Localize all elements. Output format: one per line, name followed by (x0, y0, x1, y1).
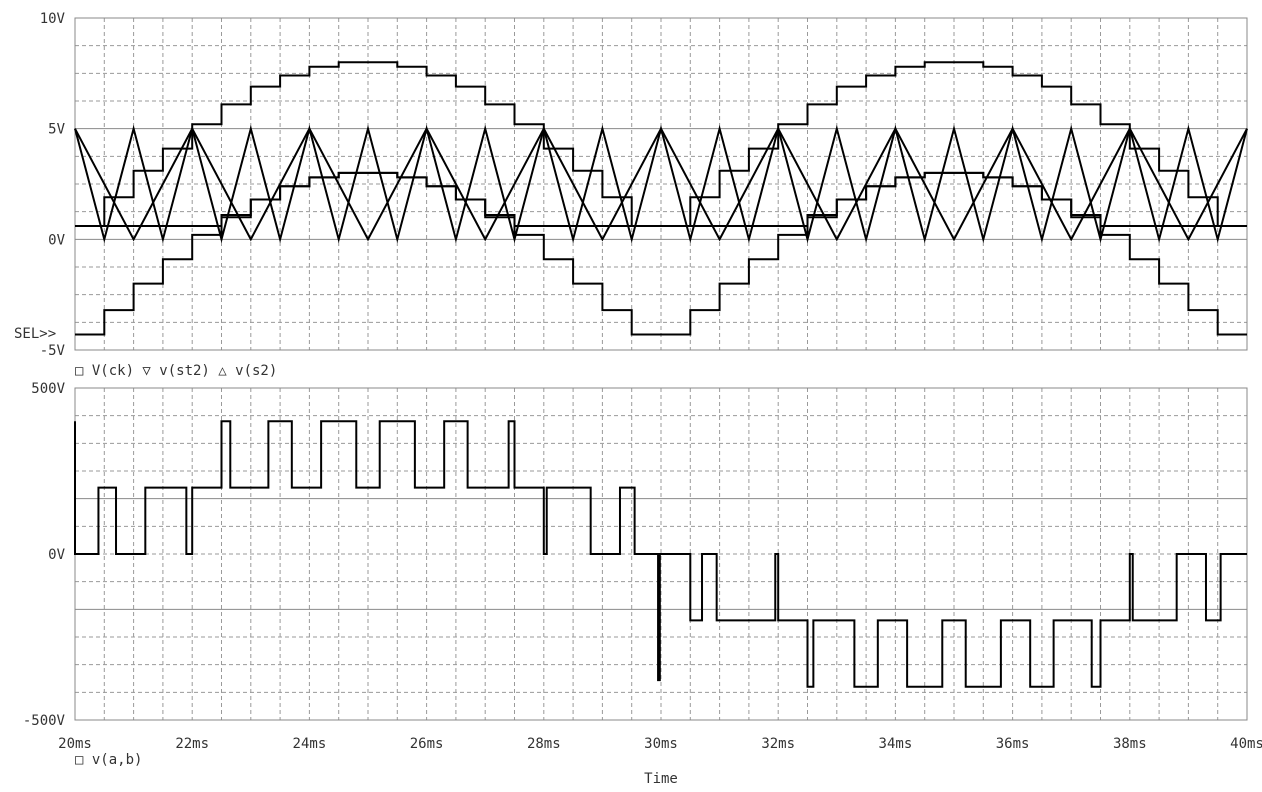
trace-v-st2- (74, 124, 1248, 244)
bottom-legend: □ v(a,b) (75, 752, 142, 768)
y-tick-label: -5V (40, 343, 66, 359)
top-legend: □ V(ck) ▽ v(st2) △ v(s2) (75, 363, 277, 379)
x-axis-label: Time (644, 771, 678, 787)
x-tick-label: 40ms (1230, 736, 1262, 752)
y-tick-label: 10V (40, 11, 66, 27)
x-tick-label: 36ms (996, 736, 1030, 752)
x-tick-label: 30ms (644, 736, 678, 752)
plot-frame (74, 17, 1248, 351)
x-tick-label: 26ms (410, 736, 444, 752)
x-tick-label: 38ms (1113, 736, 1147, 752)
trace-stair-sine (75, 171, 1247, 336)
x-tick-label: 20ms (58, 736, 92, 752)
y-tick-label: 500V (31, 381, 65, 397)
trace-v-a-b- (74, 420, 1247, 688)
x-tick-label: 32ms (761, 736, 795, 752)
x-tick-label: 34ms (879, 736, 913, 752)
x-tick-label: 24ms (293, 736, 327, 752)
x-tick-label: 22ms (175, 736, 209, 752)
x-tick-label: 28ms (527, 736, 561, 752)
sel-marker: SEL>> (14, 326, 56, 342)
y-tick-label: -500V (23, 713, 66, 729)
y-tick-label: 0V (48, 547, 65, 563)
y-tick-label: 0V (48, 232, 65, 248)
y-tick-label: 5V (48, 122, 65, 138)
